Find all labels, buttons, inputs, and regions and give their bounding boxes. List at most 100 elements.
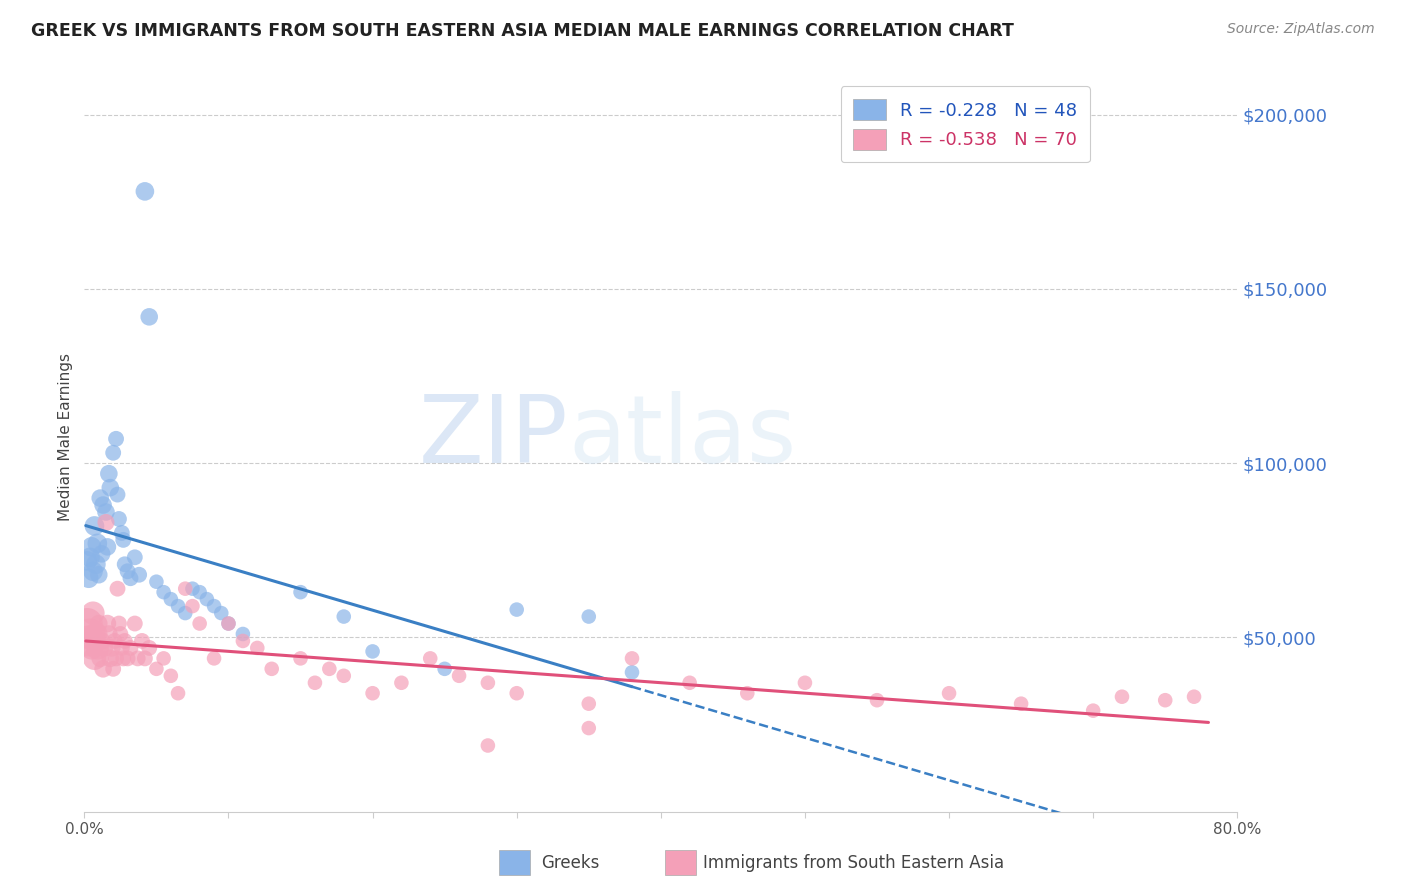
Point bbox=[111, 525, 134, 540]
Point bbox=[134, 185, 156, 199]
Text: atlas: atlas bbox=[568, 391, 797, 483]
Point bbox=[621, 651, 644, 665]
Point bbox=[134, 651, 156, 665]
Point bbox=[578, 697, 600, 711]
Point bbox=[477, 739, 499, 753]
Text: ZIP: ZIP bbox=[419, 391, 568, 483]
Point bbox=[578, 721, 600, 735]
Point bbox=[202, 651, 225, 665]
Point bbox=[98, 481, 121, 495]
Point bbox=[737, 686, 759, 700]
Point bbox=[419, 651, 441, 665]
Point bbox=[794, 675, 817, 690]
Point bbox=[103, 662, 124, 676]
Point bbox=[89, 491, 111, 505]
Point bbox=[1083, 704, 1105, 718]
Point bbox=[167, 686, 190, 700]
Text: Source: ZipAtlas.com: Source: ZipAtlas.com bbox=[1227, 22, 1375, 37]
Point bbox=[938, 686, 960, 700]
Point bbox=[79, 627, 101, 641]
Point bbox=[174, 606, 197, 620]
Point bbox=[89, 651, 111, 665]
Point bbox=[145, 574, 167, 589]
Point bbox=[391, 675, 413, 690]
Point bbox=[82, 564, 104, 578]
Point bbox=[107, 487, 129, 501]
Point bbox=[112, 651, 135, 665]
Point bbox=[77, 634, 100, 648]
Point bbox=[105, 432, 128, 446]
Point bbox=[97, 467, 120, 481]
Point bbox=[93, 640, 115, 655]
Point bbox=[79, 550, 101, 565]
Point bbox=[76, 616, 98, 631]
Point bbox=[138, 310, 160, 324]
Point bbox=[290, 651, 312, 665]
Point bbox=[128, 567, 150, 582]
Legend: R = -0.228   N = 48, R = -0.538   N = 70: R = -0.228 N = 48, R = -0.538 N = 70 bbox=[841, 87, 1090, 162]
Point bbox=[108, 616, 131, 631]
Point bbox=[506, 602, 529, 616]
Text: Greeks: Greeks bbox=[541, 855, 600, 872]
Point bbox=[77, 571, 100, 585]
Point bbox=[91, 662, 114, 676]
Point bbox=[181, 599, 204, 613]
Point bbox=[218, 616, 240, 631]
Point bbox=[114, 558, 136, 572]
Point bbox=[98, 651, 121, 665]
Point bbox=[80, 540, 103, 554]
Point bbox=[83, 651, 105, 665]
Point bbox=[131, 634, 153, 648]
Point bbox=[91, 498, 114, 512]
Point bbox=[167, 599, 190, 613]
Point bbox=[160, 592, 183, 607]
Point bbox=[83, 519, 105, 533]
Point bbox=[246, 640, 269, 655]
Point bbox=[94, 516, 117, 530]
Point bbox=[1111, 690, 1133, 704]
Point bbox=[96, 616, 118, 631]
Text: GREEK VS IMMIGRANTS FROM SOUTH EASTERN ASIA MEDIAN MALE EARNINGS CORRELATION CHA: GREEK VS IMMIGRANTS FROM SOUTH EASTERN A… bbox=[31, 22, 1014, 40]
Point bbox=[506, 686, 529, 700]
Point bbox=[174, 582, 197, 596]
Point bbox=[82, 606, 104, 620]
Point bbox=[679, 675, 702, 690]
Point bbox=[80, 640, 103, 655]
Point bbox=[107, 582, 129, 596]
Point bbox=[209, 606, 232, 620]
Point bbox=[433, 662, 456, 676]
Point bbox=[578, 609, 600, 624]
Point bbox=[120, 640, 142, 655]
Point bbox=[105, 651, 128, 665]
Point bbox=[87, 616, 110, 631]
Point bbox=[361, 686, 384, 700]
Point bbox=[110, 627, 132, 641]
Point bbox=[76, 554, 98, 568]
Point bbox=[1182, 690, 1205, 704]
Point bbox=[104, 634, 127, 648]
Point bbox=[90, 547, 112, 561]
Point bbox=[84, 627, 107, 641]
Point bbox=[333, 609, 356, 624]
Point bbox=[97, 627, 120, 641]
Point bbox=[160, 669, 183, 683]
Point bbox=[188, 616, 211, 631]
Text: Immigrants from South Eastern Asia: Immigrants from South Eastern Asia bbox=[703, 855, 1004, 872]
Point bbox=[290, 585, 312, 599]
Point bbox=[108, 512, 131, 526]
Point bbox=[86, 536, 108, 550]
Point bbox=[449, 669, 471, 683]
Point bbox=[260, 662, 283, 676]
Point bbox=[232, 627, 254, 641]
Point bbox=[195, 592, 218, 607]
Point bbox=[94, 505, 117, 519]
Point bbox=[232, 634, 254, 648]
Point bbox=[117, 651, 139, 665]
Point bbox=[124, 550, 146, 565]
Point bbox=[112, 533, 135, 547]
Point bbox=[218, 616, 240, 631]
Point bbox=[111, 640, 134, 655]
Point bbox=[333, 669, 356, 683]
Point bbox=[87, 567, 110, 582]
Point bbox=[152, 585, 174, 599]
